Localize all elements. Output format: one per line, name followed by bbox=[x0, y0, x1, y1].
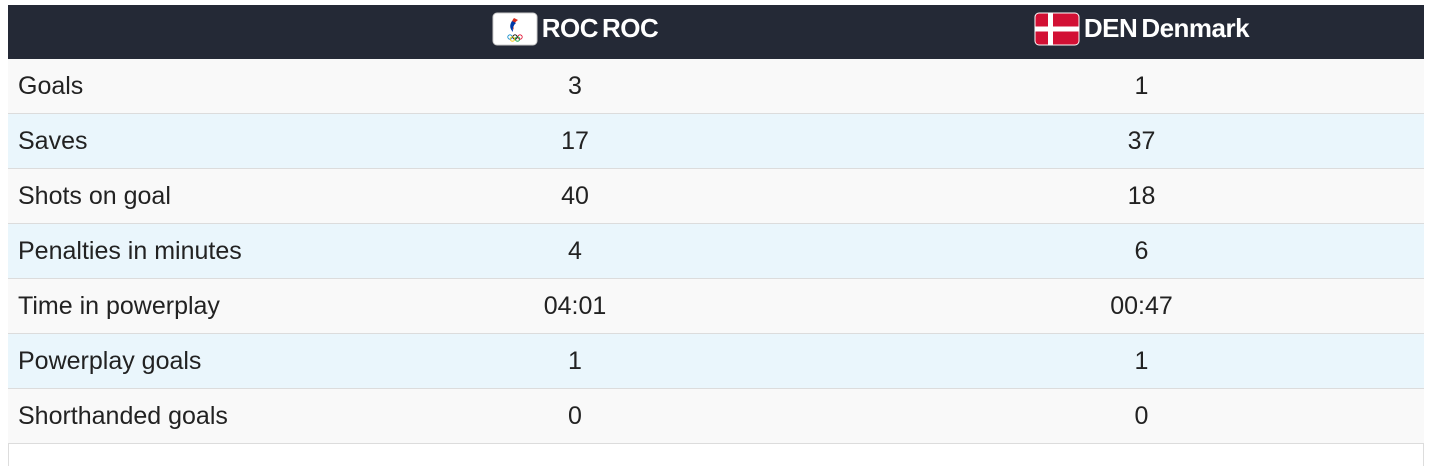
header-row: ROC ROC DEN Denmark bbox=[8, 5, 1424, 59]
stat-row: Shorthanded goals 0 0 bbox=[8, 388, 1424, 444]
denmark-flag bbox=[1034, 12, 1080, 45]
stat-value: 0 bbox=[859, 388, 1424, 444]
header-blank bbox=[8, 5, 291, 59]
stat-row: Shots on goal 40 18 bbox=[8, 168, 1424, 224]
stat-value: 4 bbox=[291, 223, 859, 279]
stat-value: 17 bbox=[291, 113, 859, 169]
stat-value: 40 bbox=[291, 168, 859, 224]
stat-value: 1 bbox=[859, 333, 1424, 389]
stat-row: Goals 3 1 bbox=[8, 59, 1424, 114]
stat-label: Goals bbox=[8, 59, 291, 114]
stat-value: 1 bbox=[859, 59, 1424, 114]
stat-value: 3 bbox=[291, 59, 859, 114]
stat-label: Powerplay goals bbox=[8, 333, 291, 389]
stat-label: Penalties in minutes bbox=[8, 223, 291, 279]
stat-row: Saves 17 37 bbox=[8, 113, 1424, 169]
stats-table: ROC ROC DEN Denmark bbox=[8, 5, 1424, 444]
stat-value: 18 bbox=[859, 168, 1424, 224]
stats-panel: ROC ROC DEN Denmark bbox=[8, 5, 1424, 466]
stat-row: Powerplay goals 1 1 bbox=[8, 333, 1424, 389]
team-header: DEN Denmark bbox=[859, 5, 1424, 59]
team-code: DEN bbox=[1083, 13, 1138, 43]
team-header: ROC ROC bbox=[291, 5, 859, 59]
stat-label: Time in powerplay bbox=[8, 278, 291, 334]
stat-value: 00:47 bbox=[859, 278, 1424, 334]
roc-logo bbox=[492, 12, 538, 45]
stat-label: Saves bbox=[8, 113, 291, 169]
stat-row: Time in powerplay 04:01 00:47 bbox=[8, 278, 1424, 334]
team-name: ROC bbox=[602, 13, 659, 43]
stat-label: Shots on goal bbox=[8, 168, 291, 224]
stat-row: Penalties in minutes 4 6 bbox=[8, 223, 1424, 279]
stat-value: 0 bbox=[291, 388, 859, 444]
stat-value: 04:01 bbox=[291, 278, 859, 334]
stat-value: 37 bbox=[859, 113, 1424, 169]
team-name: Denmark bbox=[1141, 13, 1250, 43]
stat-value: 1 bbox=[291, 333, 859, 389]
stat-value: 6 bbox=[859, 223, 1424, 279]
team-code: ROC bbox=[541, 13, 599, 43]
stat-label: Shorthanded goals bbox=[8, 388, 291, 444]
